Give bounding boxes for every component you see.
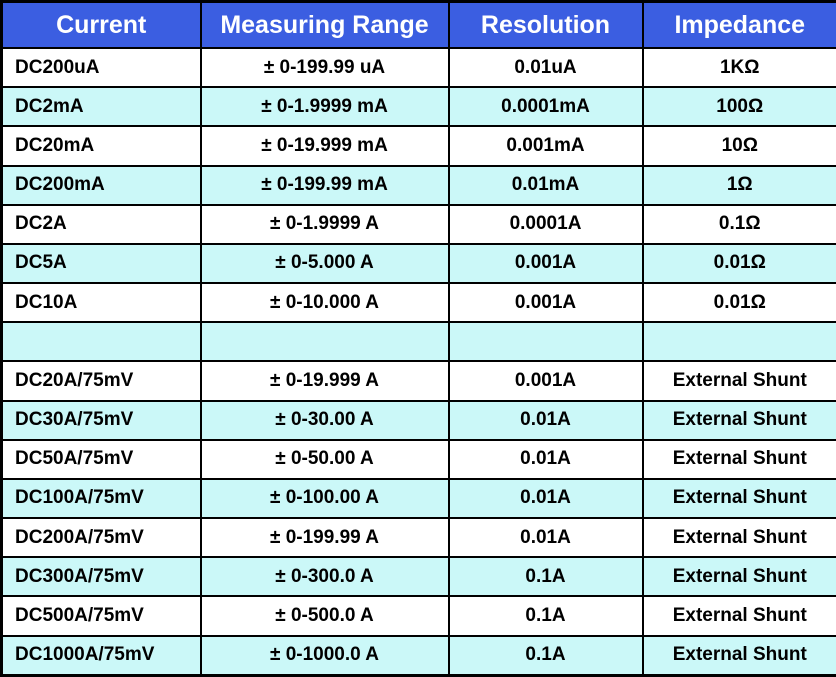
cell-current: DC2mA (0, 86, 202, 128)
cell-impedance: 100Ω (641, 86, 836, 128)
cell-measuring-range (199, 321, 450, 363)
cell-resolution: 0.01A (447, 399, 644, 441)
cell-current: DC20mA (0, 125, 202, 167)
cell-impedance: External Shunt (641, 517, 836, 559)
cell-impedance: External Shunt (641, 399, 836, 441)
cell-resolution (447, 321, 644, 363)
header-row: Current Measuring Range Resolution Imped… (0, 0, 836, 49)
cell-impedance: External Shunt (641, 556, 836, 598)
cell-current: DC1000A/75mV (0, 634, 202, 677)
cell-impedance: 1KΩ (641, 46, 836, 89)
cell-resolution: 0.001mA (447, 125, 644, 167)
cell-current: DC300A/75mV (0, 556, 202, 598)
cell-impedance: 1Ω (641, 164, 836, 206)
cell-current: DC200uA (0, 46, 202, 89)
cell-resolution: 0.01mA (447, 164, 644, 206)
cell-current: DC50A/75mV (0, 438, 202, 480)
cell-resolution: 0.001A (447, 282, 644, 324)
cell-measuring-range: ± 0-199.99 A (199, 517, 450, 559)
table-row: DC200uA ± 0-199.99 uA 0.01uA 1KΩ (0, 46, 836, 89)
cell-resolution: 0.0001mA (447, 86, 644, 128)
cell-measuring-range: ± 0-5.000 A (199, 242, 450, 285)
cell-measuring-range: ± 0-30.00 A (199, 399, 450, 441)
cell-impedance: External Shunt (641, 595, 836, 637)
table-row: DC2mA ± 0-1.9999 mA 0.0001mA 100Ω (0, 86, 836, 128)
cell-impedance: External Shunt (641, 360, 836, 402)
cell-measuring-range: ± 0-1.9999 A (199, 203, 450, 245)
cell-impedance: 10Ω (641, 125, 836, 167)
cell-measuring-range: ± 0-300.0 A (199, 556, 450, 598)
cell-current: DC2A (0, 203, 202, 245)
cell-measuring-range: ± 0-19.999 A (199, 360, 450, 402)
cell-measuring-range: ± 0-19.999 mA (199, 125, 450, 167)
table-row: DC10A ± 0-10.000 A 0.001A 0.01Ω (0, 282, 836, 324)
cell-current: DC20A/75mV (0, 360, 202, 402)
cell-current: DC30A/75mV (0, 399, 202, 441)
column-header-resolution: Resolution (447, 0, 644, 49)
cell-impedance: External Shunt (641, 477, 836, 520)
cell-current: DC10A (0, 282, 202, 324)
column-header-current: Current (0, 0, 202, 49)
cell-impedance: 0.01Ω (641, 242, 836, 285)
cell-resolution: 0.1A (447, 556, 644, 598)
cell-resolution: 0.01uA (447, 46, 644, 89)
cell-measuring-range: ± 0-100.00 A (199, 477, 450, 520)
cell-resolution: 0.01A (447, 438, 644, 480)
table-row: DC30A/75mV ± 0-30.00 A 0.01A External Sh… (0, 399, 836, 441)
cell-resolution: 0.0001A (447, 203, 644, 245)
column-header-measuring-range: Measuring Range (199, 0, 450, 49)
cell-impedance: External Shunt (641, 438, 836, 480)
table-row: DC20mA ± 0-19.999 mA 0.001mA 10Ω (0, 125, 836, 167)
cell-measuring-range: ± 0-199.99 uA (199, 46, 450, 89)
cell-current: DC200mA (0, 164, 202, 206)
cell-resolution: 0.001A (447, 360, 644, 402)
cell-measuring-range: ± 0-1000.0 A (199, 634, 450, 677)
cell-current: DC5A (0, 242, 202, 285)
cell-resolution: 0.1A (447, 634, 644, 677)
cell-impedance (641, 321, 836, 363)
table-row: DC2A ± 0-1.9999 A 0.0001A 0.1Ω (0, 203, 836, 245)
table-row: DC1000A/75mV ± 0-1000.0 A 0.1A External … (0, 634, 836, 677)
cell-measuring-range: ± 0-50.00 A (199, 438, 450, 480)
cell-measuring-range: ± 0-199.99 mA (199, 164, 450, 206)
table-row: DC20A/75mV ± 0-19.999 A 0.001A External … (0, 360, 836, 402)
table-row: DC5A ± 0-5.000 A 0.001A 0.01Ω (0, 242, 836, 285)
table-row: DC200mA ± 0-199.99 mA 0.01mA 1Ω (0, 164, 836, 206)
cell-impedance: External Shunt (641, 634, 836, 677)
cell-resolution: 0.01A (447, 517, 644, 559)
table-row-empty (0, 321, 836, 363)
column-header-impedance: Impedance (641, 0, 836, 49)
cell-current: DC200A/75mV (0, 517, 202, 559)
table-row: DC100A/75mV ± 0-100.00 A 0.01A External … (0, 477, 836, 520)
table-row: DC200A/75mV ± 0-199.99 A 0.01A External … (0, 517, 836, 559)
cell-resolution: 0.001A (447, 242, 644, 285)
cell-measuring-range: ± 0-1.9999 mA (199, 86, 450, 128)
table-row: DC500A/75mV ± 0-500.0 A 0.1A External Sh… (0, 595, 836, 637)
cell-resolution: 0.1A (447, 595, 644, 637)
cell-measuring-range: ± 0-500.0 A (199, 595, 450, 637)
cell-impedance: 0.01Ω (641, 282, 836, 324)
cell-current: DC100A/75mV (0, 477, 202, 520)
cell-resolution: 0.01A (447, 477, 644, 520)
cell-current: DC500A/75mV (0, 595, 202, 637)
cell-current (0, 321, 202, 363)
table-row: DC300A/75mV ± 0-300.0 A 0.1A External Sh… (0, 556, 836, 598)
cell-measuring-range: ± 0-10.000 A (199, 282, 450, 324)
table-row: DC50A/75mV ± 0-50.00 A 0.01A External Sh… (0, 438, 836, 480)
cell-impedance: 0.1Ω (641, 203, 836, 245)
